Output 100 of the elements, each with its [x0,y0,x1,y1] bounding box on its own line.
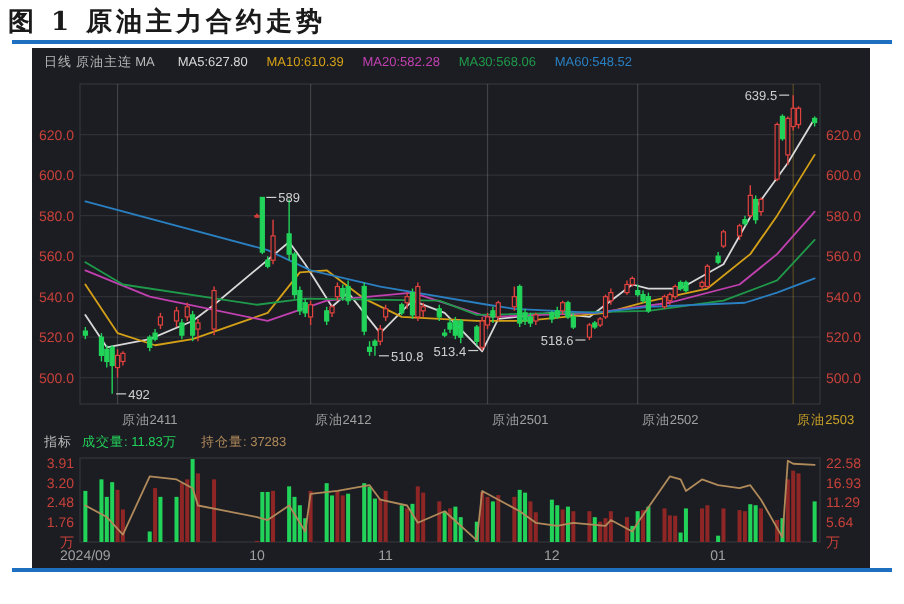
bar [362,483,367,542]
bar [523,492,528,542]
bar [565,506,570,542]
bar [174,496,179,542]
bar [742,511,747,542]
bar [721,508,726,542]
bar [549,499,554,542]
bar [716,535,721,542]
bar [179,483,184,542]
bar [297,505,302,542]
candlestick [645,291,652,314]
candlestick [190,310,196,342]
bar [517,489,522,542]
candlestick [109,344,115,395]
candlestick [511,285,517,312]
candlestick [173,306,180,328]
candlestick [179,318,185,340]
bar [683,508,688,542]
bar [555,505,560,542]
candlestick [747,184,753,219]
bar [528,501,533,542]
bar [753,505,758,542]
candlestick [779,113,786,142]
bar [383,490,388,542]
candlestick [415,281,421,322]
bar [748,504,753,542]
bar [700,508,705,542]
candlestick [361,281,367,336]
bar [265,491,270,542]
candlestick [720,229,727,249]
bar [796,473,801,542]
bar [737,510,742,542]
candlestick [704,263,710,290]
bar [571,511,576,542]
bar [485,496,490,542]
candlestick [458,318,464,344]
bar [812,501,817,542]
bar [260,491,265,542]
bar [785,479,790,542]
bar [490,501,495,542]
bar [705,505,710,542]
bar [624,517,629,542]
line-series [84,153,816,347]
candlestick [377,324,383,346]
bar [147,531,152,542]
bar [115,489,120,542]
line-series [84,239,816,316]
candlestick [324,306,330,326]
candlestick [334,281,340,302]
candlestick [409,287,416,320]
candlestick [758,196,764,217]
candlestick [372,338,378,357]
chart-title: 图 1 原油主力合约走势 [8,6,327,38]
bar [367,486,372,542]
bar [437,501,442,542]
bar [212,479,217,542]
bar [662,508,667,542]
bar [673,515,678,542]
candlestick [474,324,480,346]
bar [415,486,420,542]
bar [560,509,565,542]
candlestick [479,316,485,352]
bar [667,515,672,542]
bar [608,511,613,542]
bar [447,508,453,542]
bar [646,506,651,542]
bar [287,486,292,542]
bar [110,482,115,542]
bar [587,511,592,542]
candlestick [753,194,759,225]
bar [496,495,501,542]
bar [185,479,190,542]
bar [378,498,383,542]
bar [335,490,340,542]
bar [190,459,195,542]
bar [421,492,426,542]
bar [399,505,404,542]
bar [442,511,447,542]
candlestick [114,348,121,379]
bar [271,490,276,542]
bar [791,470,796,542]
bar [83,490,88,542]
bar [453,506,458,542]
candlestick [307,300,314,326]
candlestick [270,219,276,265]
candlestick [495,300,501,322]
candlestick [98,332,105,363]
bar [641,510,646,542]
bar [324,483,329,542]
bar [405,508,410,542]
candlestick [795,105,802,130]
candlestick [184,302,190,322]
bar [512,496,517,542]
bar [759,508,764,542]
bar [158,496,163,542]
candlestick [602,293,609,320]
candlestick [452,316,458,340]
candlestick [345,279,351,306]
bar [99,479,104,542]
candlestick [211,285,217,336]
